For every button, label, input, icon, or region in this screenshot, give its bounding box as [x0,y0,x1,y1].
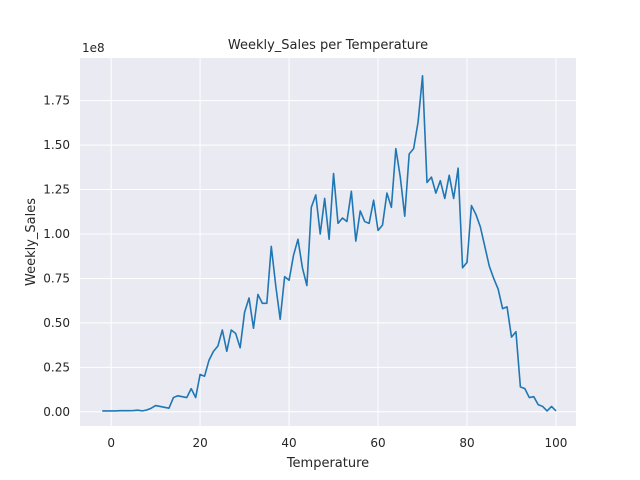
y-tick-label: 0.25 [43,360,70,374]
y-axis-label: Weekly_Sales [24,198,39,286]
y-tick-label: 1.75 [43,94,70,108]
x-tick-label: 60 [370,436,385,450]
y-tick-label: 0.75 [43,271,70,285]
plot-area [80,58,576,426]
y-offset-text: 1e8 [82,41,105,55]
tick-layer: 0 20 40 60 80 100 0.00 0.25 0.50 0.75 1.00 1.25 1.50… [43,94,567,450]
x-axis-label: Temperature [286,456,369,471]
y-tick-label: 0.50 [43,316,70,330]
y-tick-label: 0.00 [43,405,70,419]
x-tick-label: 100 [545,436,568,450]
grid [80,58,576,426]
y-tick-label: 1.50 [43,138,70,152]
x-tick-label: 40 [281,436,296,450]
x-tick-label: 0 [107,436,115,450]
chart-title: Weekly_Sales per Temperature [228,38,428,53]
x-tick-label: 80 [459,436,474,450]
x-tick-label: 20 [192,436,207,450]
y-tick-label: 1.25 [43,183,70,197]
series-layer [102,74,557,412]
y-tick-label: 1.00 [43,227,70,241]
series-line [102,74,557,412]
